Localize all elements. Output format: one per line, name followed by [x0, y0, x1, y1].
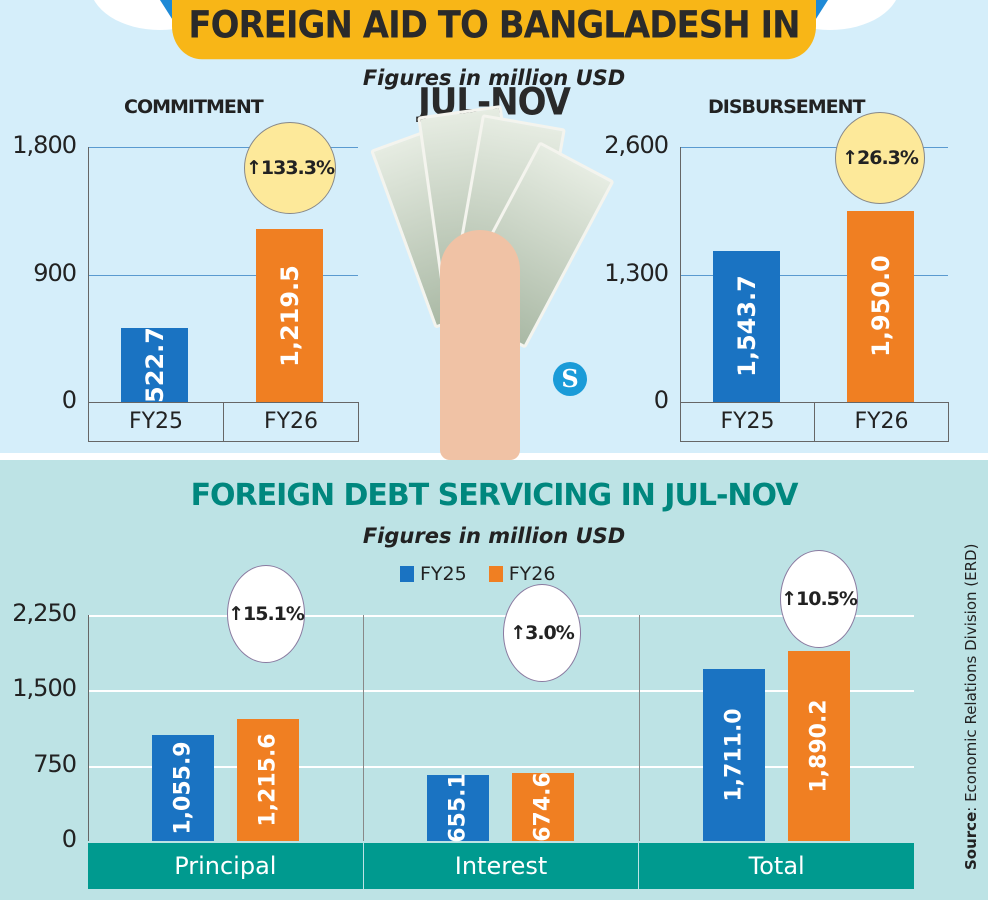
main-title: FOREIGN AID TO BANGLADESH IN JUL-NOV: [172, 0, 816, 124]
gridline: [680, 147, 948, 148]
growth-badge: ↑133.3%: [244, 122, 336, 214]
bar-fy25: [121, 327, 188, 402]
gridline: [88, 615, 914, 617]
bar-fy25: [713, 250, 780, 402]
bar-value-label: 1,711.0: [721, 708, 747, 802]
y-tick-label: 2,600: [604, 131, 669, 159]
category-label: FY25: [88, 403, 223, 441]
category-axis: FY25 FY26: [680, 402, 949, 442]
bar-value-label: 655.1: [445, 773, 471, 843]
bar-value-label: 1,215.6: [255, 733, 281, 827]
legend-fy26: FY26: [488, 563, 555, 585]
aid-subtitle: Figures in million USD: [362, 66, 626, 90]
bar-principal-fy25: [152, 734, 214, 841]
ribbon-fold: [814, 0, 828, 22]
debt-title: FOREIGN DEBT SERVICING IN JUL-NOV: [190, 478, 799, 513]
y-tick-label: 0: [61, 386, 77, 414]
bar-value-label: 1,055.9: [170, 741, 196, 835]
logo: S: [553, 362, 587, 396]
category-label: FY26: [223, 403, 359, 441]
group-divider: [638, 615, 640, 841]
ribbon-fold: [160, 0, 174, 22]
money-hand-image: [370, 100, 615, 460]
bar-value-label: 1,543.7: [732, 275, 761, 378]
category-label: FY25: [680, 403, 814, 441]
y-tick-label: 0: [653, 386, 669, 414]
y-tick-label: 2,250: [12, 599, 77, 627]
y-tick-label: 1,800: [12, 131, 77, 159]
source-note: Source: Economic Relations Division (ERD…: [962, 543, 980, 870]
disbursement-title: DISBURSEMENT: [708, 96, 865, 118]
y-axis: [88, 615, 89, 841]
bar-value-label: 1,219.5: [275, 264, 304, 367]
gridline: [680, 274, 948, 276]
gridline: [88, 765, 914, 768]
gridline: [88, 274, 358, 276]
commitment-title: COMMITMENT: [124, 96, 264, 118]
legend: FY25 FY26: [400, 563, 555, 585]
bar-fy26: [847, 210, 914, 402]
bar-interest-fy25: [427, 775, 490, 841]
bar-value-label: 1,890.2: [806, 699, 832, 793]
legend-fy25: FY25: [400, 563, 467, 585]
category-axis: Principal Interest Total: [88, 843, 914, 889]
bar-principal-fy26: [237, 718, 299, 841]
category-label: Principal: [174, 852, 277, 880]
gridline: [88, 147, 358, 148]
y-axis: [680, 147, 681, 402]
bar-value-label: 674.6: [530, 772, 556, 842]
bar-value-label: 522.7: [140, 327, 169, 403]
bar-total-fy25: [702, 669, 765, 841]
bar-fy26: [256, 229, 323, 402]
growth-badge: ↑26.3%: [835, 112, 925, 204]
y-tick-label: 750: [33, 749, 77, 778]
category-label: Total: [638, 843, 914, 889]
category-label: Interest: [362, 843, 639, 889]
gridline: [88, 690, 914, 693]
group-divider: [363, 615, 365, 841]
growth-badge: ↑3.0%: [503, 584, 581, 682]
y-tick-label: 900: [33, 258, 77, 287]
y-tick-label: 0: [61, 825, 77, 853]
bar-total-fy26: [787, 651, 850, 841]
bar-interest-fy26: [512, 773, 575, 841]
y-tick-label: 1,300: [604, 258, 669, 287]
category-label: FY26: [814, 403, 949, 441]
bar-value-label: 1,950.0: [866, 255, 895, 358]
y-axis: [88, 147, 89, 402]
growth-badge: ↑10.5%: [780, 550, 858, 648]
y-tick-label: 1,500: [12, 674, 77, 703]
growth-badge: ↑15.1%: [227, 565, 305, 663]
category-axis: FY25 FY26: [88, 402, 359, 442]
debt-subtitle: Figures in million USD: [362, 524, 626, 548]
